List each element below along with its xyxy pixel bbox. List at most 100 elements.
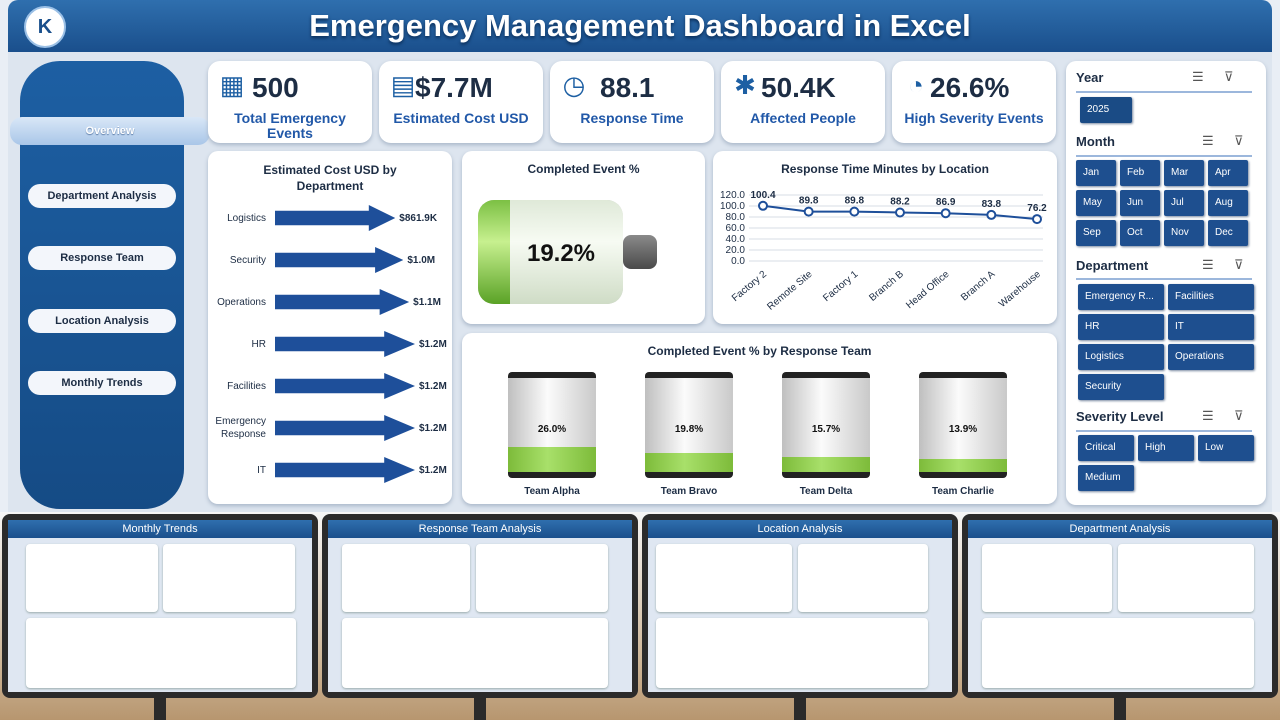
chart-title: Completed Event % by Response Team — [647, 344, 872, 358]
preview-chart — [342, 544, 470, 612]
data-label: 83.8 — [982, 199, 1002, 210]
cost-category-label: Emergency Response — [215, 416, 266, 440]
cost-bar-value: $1.2M — [419, 339, 447, 350]
year-chip[interactable]: 2025 — [1080, 97, 1132, 123]
month-chip[interactable]: May — [1076, 190, 1116, 216]
data-point — [849, 206, 860, 217]
team-tube: 26.0% — [508, 372, 596, 478]
cost-category-label: HR — [251, 339, 266, 350]
year-filter-title: Year — [1076, 70, 1104, 85]
department-chip[interactable]: Operations — [1168, 344, 1254, 370]
department-chip[interactable]: Logistics — [1078, 344, 1164, 370]
severity-chip[interactable]: Medium — [1078, 465, 1134, 491]
department-chip[interactable]: Emergency R... — [1078, 284, 1164, 310]
divider — [1076, 278, 1252, 280]
department-chip[interactable]: HR — [1078, 314, 1164, 340]
tube-fill — [782, 457, 870, 472]
tube-value: 13.9% — [948, 424, 978, 435]
y-tick-label: 60.0 — [726, 223, 746, 234]
kpi-label: Estimated Cost USD — [393, 110, 529, 126]
battery-gauge — [478, 200, 623, 304]
preview-response-team-analysis[interactable]: Response Team Analysis — [322, 514, 638, 698]
multi-select-icon[interactable]: ☰ — [1192, 69, 1204, 84]
clock-icon: ◷ — [562, 70, 586, 100]
month-chip[interactable]: Oct — [1120, 220, 1160, 246]
divider — [1076, 91, 1252, 93]
nav-department-analysis[interactable]: Department Analysis — [28, 184, 176, 208]
nav-monthly-trends[interactable]: Monthly Trends — [28, 371, 176, 395]
monitor-stand — [154, 698, 166, 720]
tube-fill — [508, 447, 596, 472]
cost-bar-value: $1.2M — [419, 381, 447, 392]
clear-filter-icon[interactable]: ⊽ — [1234, 133, 1244, 148]
kpi-value: 26.6% — [930, 72, 1010, 103]
department-chip[interactable]: IT — [1168, 314, 1254, 340]
kpi-total-events: ▦ 500 Total Emergency Events — [208, 61, 372, 143]
month-chip[interactable]: Aug — [1208, 190, 1248, 216]
kpi-high-severity: ◔ 26.6% High Severity Events — [892, 61, 1056, 143]
completed-percent-value: 19.2% — [526, 240, 596, 267]
data-label: 86.9 — [936, 197, 956, 208]
nav-overview[interactable]: Overview — [10, 117, 210, 145]
nav-location-analysis[interactable]: Location Analysis — [28, 309, 176, 333]
x-tick-label: Factory 1 — [821, 269, 860, 304]
kpi-affected-people: ✱ 50.4K Affected People — [721, 61, 885, 143]
preview-location-analysis[interactable]: Location Analysis — [642, 514, 958, 698]
department-filter-title: Department — [1076, 258, 1149, 273]
cost-bar-value: $1.1M — [413, 297, 441, 308]
month-chip[interactable]: Jun — [1120, 190, 1160, 216]
x-tick-label: Factory 2 — [730, 269, 769, 304]
clear-filter-icon[interactable]: ⊽ — [1234, 257, 1244, 272]
preview-title: Department Analysis — [968, 520, 1272, 538]
preview-screen: Monthly Trends — [8, 520, 312, 692]
month-chip[interactable]: Jan — [1076, 160, 1116, 186]
preview-department-analysis[interactable]: Department Analysis — [962, 514, 1278, 698]
month-chip[interactable]: Feb — [1120, 160, 1160, 186]
cost-category-label: Logistics — [227, 213, 266, 224]
department-chip[interactable]: Security — [1078, 374, 1164, 400]
divider — [1076, 155, 1252, 157]
x-tick-label: Remote Site — [765, 269, 815, 313]
preview-screen: Location Analysis — [648, 520, 952, 692]
sidebar: Overview Department Analysis Response Te… — [10, 61, 210, 509]
kpi-value: $7.7M — [415, 72, 493, 103]
month-chip[interactable]: Apr — [1208, 160, 1248, 186]
team-name: Team Charlie — [931, 486, 995, 497]
month-chip[interactable]: Dec — [1208, 220, 1248, 246]
team-tube: 15.7% — [782, 372, 870, 478]
severity-chip[interactable]: Critical — [1078, 435, 1134, 461]
tube-value: 15.7% — [811, 424, 841, 435]
multi-select-icon[interactable]: ☰ — [1202, 257, 1214, 272]
x-tick-label: Branch A — [959, 269, 997, 304]
calculator-icon: ▤ — [390, 70, 416, 100]
clear-filter-icon[interactable]: ⊽ — [1234, 408, 1244, 423]
kpi-label: Affected People — [750, 110, 856, 126]
calendar-icon: ▦ — [219, 70, 245, 100]
chart-title: Completed Event % — [527, 162, 640, 176]
preview-chart — [476, 544, 608, 612]
month-chip[interactable]: Nov — [1164, 220, 1204, 246]
month-chip[interactable]: Mar — [1164, 160, 1204, 186]
multi-select-icon[interactable]: ☰ — [1202, 408, 1214, 423]
logo-icon: K — [24, 6, 66, 48]
kpi-value: 500 — [252, 72, 299, 103]
preview-screen: Department Analysis — [968, 520, 1272, 692]
multi-select-icon[interactable]: ☰ — [1202, 133, 1214, 148]
nav-response-team[interactable]: Response Team — [28, 246, 176, 270]
data-point — [986, 209, 997, 220]
severity-chip[interactable]: High — [1138, 435, 1194, 461]
department-chip[interactable]: Facilities — [1168, 284, 1254, 310]
cost-category-label: Operations — [217, 297, 266, 308]
preview-chart — [656, 618, 928, 688]
data-point — [1032, 214, 1042, 225]
monitor-stand — [474, 698, 486, 720]
preview-monthly-trends[interactable]: Monthly Trends — [2, 514, 318, 698]
clear-filter-icon[interactable]: ⊽ — [1224, 69, 1234, 84]
severity-chip[interactable]: Low — [1198, 435, 1254, 461]
chart-title: Response Time Minutes by Location — [781, 162, 989, 176]
cost-bar-value: $1.2M — [419, 423, 447, 434]
month-chip[interactable]: Sep — [1076, 220, 1116, 246]
tube-value: 26.0% — [537, 424, 567, 435]
month-chip[interactable]: Jul — [1164, 190, 1204, 216]
preview-chart — [798, 544, 928, 612]
